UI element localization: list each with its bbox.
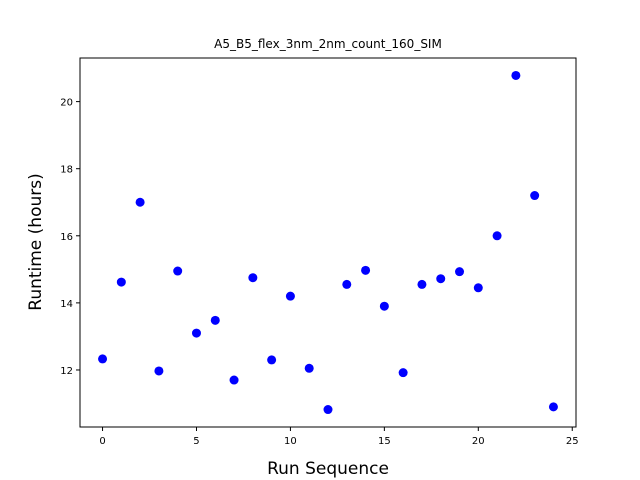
x-axis: 0 5 10 15 20 25 bbox=[99, 427, 579, 447]
data-point bbox=[436, 274, 446, 284]
x-tick-label: 5 bbox=[193, 436, 199, 447]
data-point bbox=[455, 267, 465, 277]
x-tick-label: 25 bbox=[566, 436, 579, 447]
data-point bbox=[154, 366, 164, 376]
y-tick-label: 18 bbox=[60, 165, 73, 176]
y-tick-label: 12 bbox=[60, 366, 73, 377]
y-tick-label: 14 bbox=[60, 299, 73, 310]
data-point bbox=[342, 279, 352, 289]
x-tick-label: 20 bbox=[472, 436, 485, 447]
data-point bbox=[323, 405, 333, 415]
x-tick-label: 10 bbox=[284, 436, 297, 447]
data-point bbox=[398, 368, 408, 378]
y-tick-label: 20 bbox=[60, 98, 73, 109]
data-point bbox=[116, 277, 126, 287]
data-point bbox=[98, 354, 108, 364]
plot-area-frame bbox=[79, 57, 577, 428]
y-axis: 12 14 16 18 20 bbox=[60, 98, 80, 377]
data-point bbox=[548, 402, 558, 412]
data-point bbox=[267, 355, 277, 365]
data-point bbox=[361, 265, 371, 275]
x-tick-label: 0 bbox=[99, 436, 105, 447]
data-point bbox=[135, 197, 145, 207]
chart-title: A5_B5_flex_3nm_2nm_count_160_SIM bbox=[214, 37, 442, 51]
data-point bbox=[530, 191, 540, 201]
y-tick-label: 16 bbox=[60, 232, 73, 243]
data-points bbox=[98, 70, 558, 415]
data-point bbox=[473, 283, 483, 293]
data-point bbox=[191, 328, 201, 338]
data-point bbox=[304, 363, 314, 373]
data-point bbox=[248, 273, 258, 283]
data-point bbox=[511, 70, 521, 80]
data-point bbox=[417, 279, 427, 289]
data-point bbox=[492, 231, 502, 241]
data-point bbox=[173, 266, 183, 276]
x-axis-label: Run Sequence bbox=[267, 459, 389, 479]
data-point bbox=[229, 375, 239, 385]
data-point bbox=[379, 301, 389, 311]
data-point bbox=[285, 291, 295, 301]
y-axis-label: Runtime (hours) bbox=[26, 173, 46, 310]
x-tick-label: 15 bbox=[378, 436, 391, 447]
data-point bbox=[210, 315, 220, 325]
